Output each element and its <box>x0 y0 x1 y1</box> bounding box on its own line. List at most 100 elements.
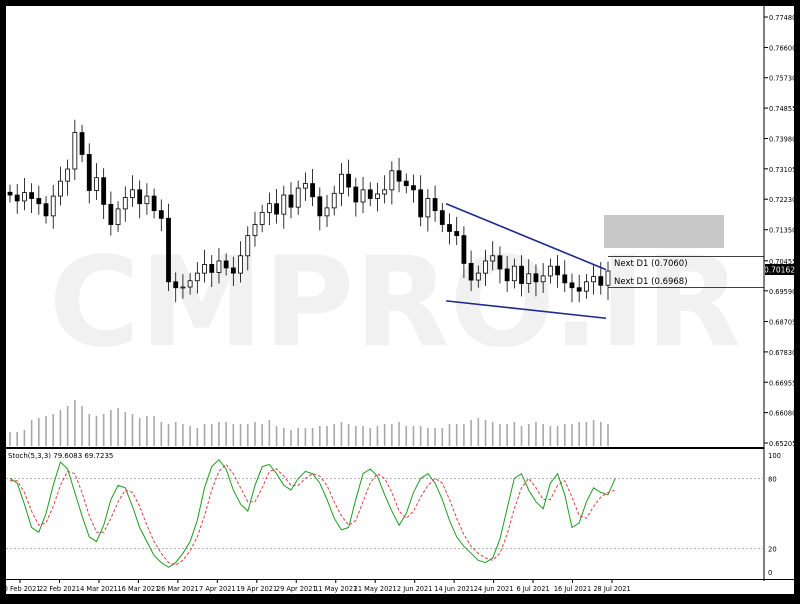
candle-body <box>526 273 532 284</box>
price-tick-label: 0.65205 <box>769 440 796 448</box>
price-axis-panel <box>764 6 794 581</box>
candle-body <box>346 173 352 188</box>
candle-body <box>562 274 568 284</box>
candle-body <box>555 265 560 276</box>
current-price-label: 0.70162 <box>764 266 795 275</box>
candle-body <box>591 276 596 283</box>
candle-body <box>497 255 503 270</box>
time-axis-panel <box>6 579 794 594</box>
candle-body <box>331 192 337 209</box>
candle-body <box>490 255 496 262</box>
candle-body <box>72 132 78 170</box>
candle-body <box>533 273 539 283</box>
candle-body <box>238 255 243 274</box>
candle-body <box>194 272 200 282</box>
stochastic-panel <box>6 449 764 579</box>
candle-body <box>115 208 121 225</box>
price-tick-label: 0.77480 <box>769 14 796 22</box>
candle-body <box>367 189 373 199</box>
candle-body <box>519 265 524 284</box>
candle-body <box>605 270 611 286</box>
candle-body <box>295 187 301 208</box>
date-tick-label: 14 Jun 2021 <box>434 585 474 593</box>
date-tick-label: 29 Apr 2021 <box>276 585 317 593</box>
candle-body <box>180 286 186 289</box>
price-tick-label: 0.67830 <box>769 349 796 357</box>
price-tick-label: 0.73105 <box>769 166 796 174</box>
candle-body <box>274 203 279 215</box>
price-tick-label: 0.74855 <box>769 105 796 113</box>
date-tick-label: 16 Mar 2021 <box>117 585 159 593</box>
candle-body <box>144 195 150 205</box>
candle-body <box>22 192 27 202</box>
candle-body <box>302 183 308 189</box>
candle-body <box>324 207 330 217</box>
candle-body <box>281 194 287 215</box>
date-tick-label: 21 May 2021 <box>354 585 397 593</box>
candle-body <box>403 180 409 187</box>
candle-body <box>339 173 344 194</box>
candle-body <box>151 195 157 212</box>
price-tick-label: 0.69590 <box>769 288 796 296</box>
date-tick-label: 6 Jul 2021 <box>517 585 550 593</box>
candle-body <box>547 265 553 277</box>
candle-body <box>411 185 416 191</box>
candle-body <box>389 170 395 191</box>
date-tick-label: 22 Feb 2021 <box>39 585 80 593</box>
price-tick-label: 0.72230 <box>769 196 796 204</box>
candle-body <box>58 180 63 197</box>
candle-body <box>259 211 265 225</box>
candle-body <box>504 268 510 282</box>
date-tick-label: 28 Jul 2021 <box>593 585 630 593</box>
candle-body <box>79 132 85 155</box>
candle-body <box>130 189 135 198</box>
price-tick-label: 0.76600 <box>769 45 796 53</box>
candle-body <box>360 189 366 203</box>
price-tick-label: 0.68705 <box>769 319 796 327</box>
candle-body <box>353 186 359 203</box>
candle-body <box>432 198 438 212</box>
candle-body <box>266 203 272 213</box>
candle-body <box>230 267 236 274</box>
forecast-box <box>604 215 724 248</box>
watermark-text: CMPRO.IR <box>49 231 741 375</box>
candle-body <box>36 198 42 205</box>
next-level-high-label: Next D1 (0.7060) <box>614 259 688 269</box>
candle-body <box>425 198 431 218</box>
candle-body <box>158 210 164 219</box>
date-tick-label: 16 Jul 2021 <box>554 585 591 593</box>
upper-wedge-line <box>445 202 607 271</box>
current-price-badge <box>765 264 794 275</box>
candle-body <box>108 204 114 225</box>
candle-body <box>418 189 424 218</box>
candle-body <box>382 189 388 195</box>
date-tick-label: 10 Feb 2021 <box>0 585 41 593</box>
candle-body <box>576 287 582 292</box>
lower-wedge-line <box>446 300 607 320</box>
stochastic-k-line <box>9 458 616 568</box>
candle-body <box>317 196 323 217</box>
price-tick-label: 0.66080 <box>769 410 796 418</box>
candle-body <box>202 264 207 274</box>
price-tick-label: 0.75730 <box>769 75 796 83</box>
price-tick-label: 0.66955 <box>769 379 796 387</box>
date-tick-label: 24 Jun 2021 <box>474 585 514 593</box>
candle-body <box>396 170 402 182</box>
candle-body <box>101 177 107 205</box>
candle-body <box>29 192 35 199</box>
candle-body <box>439 210 445 225</box>
candle-body <box>288 194 294 208</box>
stochastic-tick-label: 100 <box>768 452 781 460</box>
candle-body <box>468 263 474 281</box>
candle-body <box>50 195 56 217</box>
candle-body <box>245 235 251 257</box>
candle-body <box>483 260 488 274</box>
candle-body <box>7 191 13 196</box>
stochastic-tick-label: 20 <box>768 546 777 554</box>
stochastic-tick-label: 0 <box>768 569 772 577</box>
price-tick-label: 0.71350 <box>769 227 796 235</box>
candle-body <box>43 203 49 217</box>
stochastic-tick-label: 80 <box>768 475 777 483</box>
